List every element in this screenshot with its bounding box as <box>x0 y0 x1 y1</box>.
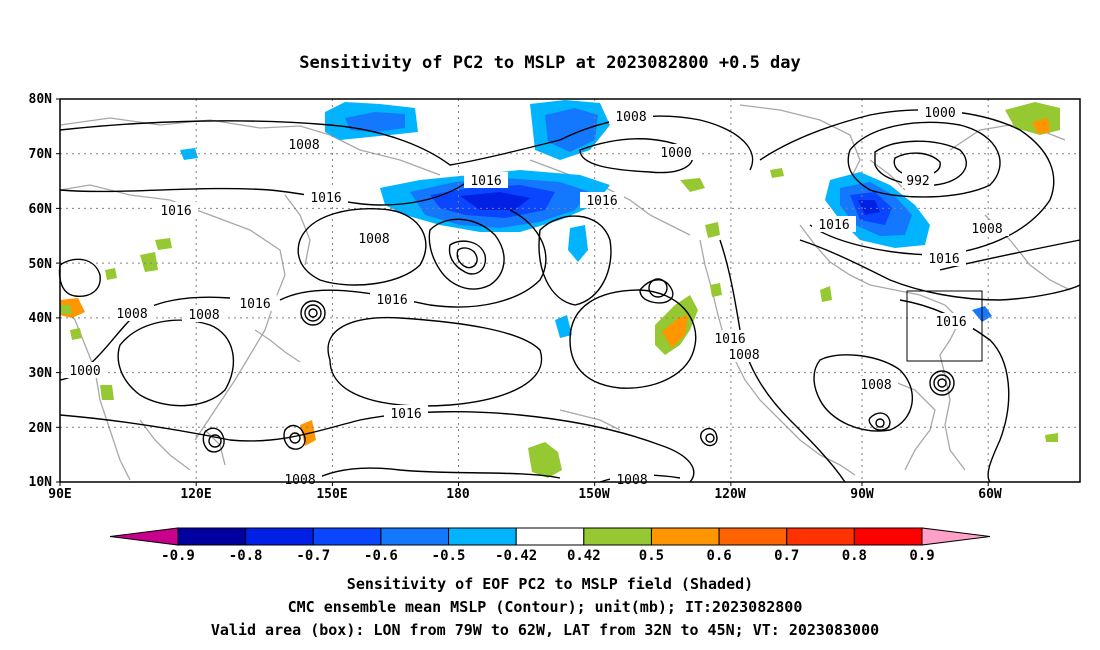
contour-label: 1016 <box>586 194 617 209</box>
contour-label: 1008 <box>860 378 891 393</box>
lon-label: 150W <box>578 487 609 502</box>
contour-label: 992 <box>906 174 929 189</box>
lat-label: 60N <box>29 202 53 217</box>
contour-label: 1008 <box>728 348 759 363</box>
colorbar-box <box>515 527 585 546</box>
lon-label: 90W <box>850 487 874 502</box>
lon-label: 150E <box>316 487 347 502</box>
lon-label: 120W <box>714 487 745 502</box>
colorbar-box <box>312 527 382 546</box>
contour-label: 1016 <box>376 293 407 308</box>
axis-ticks <box>56 98 989 486</box>
colorbar-tick-label: 0.9 <box>909 548 934 564</box>
colorbar-tick-label: -0.9 <box>161 548 195 564</box>
contour-label: 1008 <box>616 473 647 488</box>
contour-label: 1000 <box>660 146 691 161</box>
contour-label: 1008 <box>288 138 319 153</box>
colorbar-tick-label: 0.8 <box>842 548 867 564</box>
colorbar-tick-label: -0.6 <box>364 548 398 564</box>
contour-label: 1000 <box>69 364 100 379</box>
contour-label: 1016 <box>714 332 745 347</box>
colorbar: -0.9 -0.8 -0.7 -0.6 -0.5 -0.42 0.42 0.5 0.6 0.7 0.… <box>109 527 991 564</box>
colorbar-tick-label: -0.8 <box>229 548 263 564</box>
lon-label: 60W <box>978 487 1002 502</box>
contour-label: 1008 <box>284 473 315 488</box>
contour-labels: 1008 1008 1000 1016 1016 1016 1016 1008 … <box>63 104 1009 488</box>
colorbar-min-triangle <box>109 527 179 546</box>
colorbar-tick-label: -0.5 <box>432 548 466 564</box>
colorbar-tick-label: 0.7 <box>774 548 799 564</box>
colorbar-box <box>583 527 652 546</box>
lat-label: 80N <box>29 92 53 107</box>
contour-label: 1008 <box>188 308 219 323</box>
contour-label: 1008 <box>615 110 646 125</box>
lat-label: 20N <box>29 421 53 436</box>
lon-label: 120E <box>180 487 211 502</box>
colorbar-tick-label: -0.42 <box>495 548 537 564</box>
contour-label: 1008 <box>971 222 1002 237</box>
caption-line-3: Valid area (box): LON from 79W to 62W, L… <box>211 621 879 639</box>
lon-label: 180 <box>446 487 470 502</box>
colorbar-max-triangle <box>921 527 991 546</box>
lon-label: 90E <box>48 487 71 502</box>
lat-label: 70N <box>29 147 53 162</box>
lat-label: 50N <box>29 257 53 272</box>
colorbar-box <box>177 527 247 546</box>
map-panel: 1008 1008 1000 1016 1016 1016 1016 1008 … <box>58 98 1081 488</box>
caption-line-1: Sensitivity of EOF PC2 to MSLP field (Sh… <box>347 575 753 593</box>
colorbar-box <box>380 527 450 546</box>
lat-label: 30N <box>29 366 53 381</box>
grid-lines <box>60 99 1080 482</box>
longitude-labels: 90E 120E 150E 180 150W 120W 90W 60W <box>48 487 1002 502</box>
lat-label: 10N <box>29 475 53 490</box>
colorbar-box <box>718 527 788 546</box>
contour-label: 1016 <box>935 315 966 330</box>
lat-label: 40N <box>29 311 53 326</box>
colorbar-box <box>853 527 923 546</box>
contour-label: 1016 <box>928 252 959 267</box>
colorbar-box <box>650 527 720 546</box>
contour-label: 1016 <box>390 407 421 422</box>
colorbar-box <box>245 527 314 546</box>
contour-label: 1008 <box>358 232 389 247</box>
contour-label: 1016 <box>160 204 191 219</box>
colorbar-tick-label: 0.42 <box>567 548 601 564</box>
colorbar-box <box>448 527 517 546</box>
contour-label: 1016 <box>470 174 501 189</box>
caption-line-2: CMC ensemble mean MSLP (Contour); unit(m… <box>288 598 803 616</box>
colorbar-tick-label: 0.6 <box>706 548 731 564</box>
contour-label: 1000 <box>924 106 955 121</box>
valid-area-box <box>906 290 983 362</box>
contour-label: 1016 <box>239 297 270 312</box>
colorbar-box <box>786 527 855 546</box>
colorbar-tick-label: -0.7 <box>296 548 330 564</box>
contour-label: 1008 <box>116 307 147 322</box>
contour-label: 1016 <box>310 191 341 206</box>
colorbar-tick-label: 0.5 <box>639 548 664 564</box>
contour-label: 1016 <box>818 218 849 233</box>
plot-title: Sensitivity of PC2 to MSLP at 2023082800… <box>299 53 801 73</box>
latitude-labels: 80N 70N 60N 50N 40N 30N 20N 10N <box>29 92 53 490</box>
